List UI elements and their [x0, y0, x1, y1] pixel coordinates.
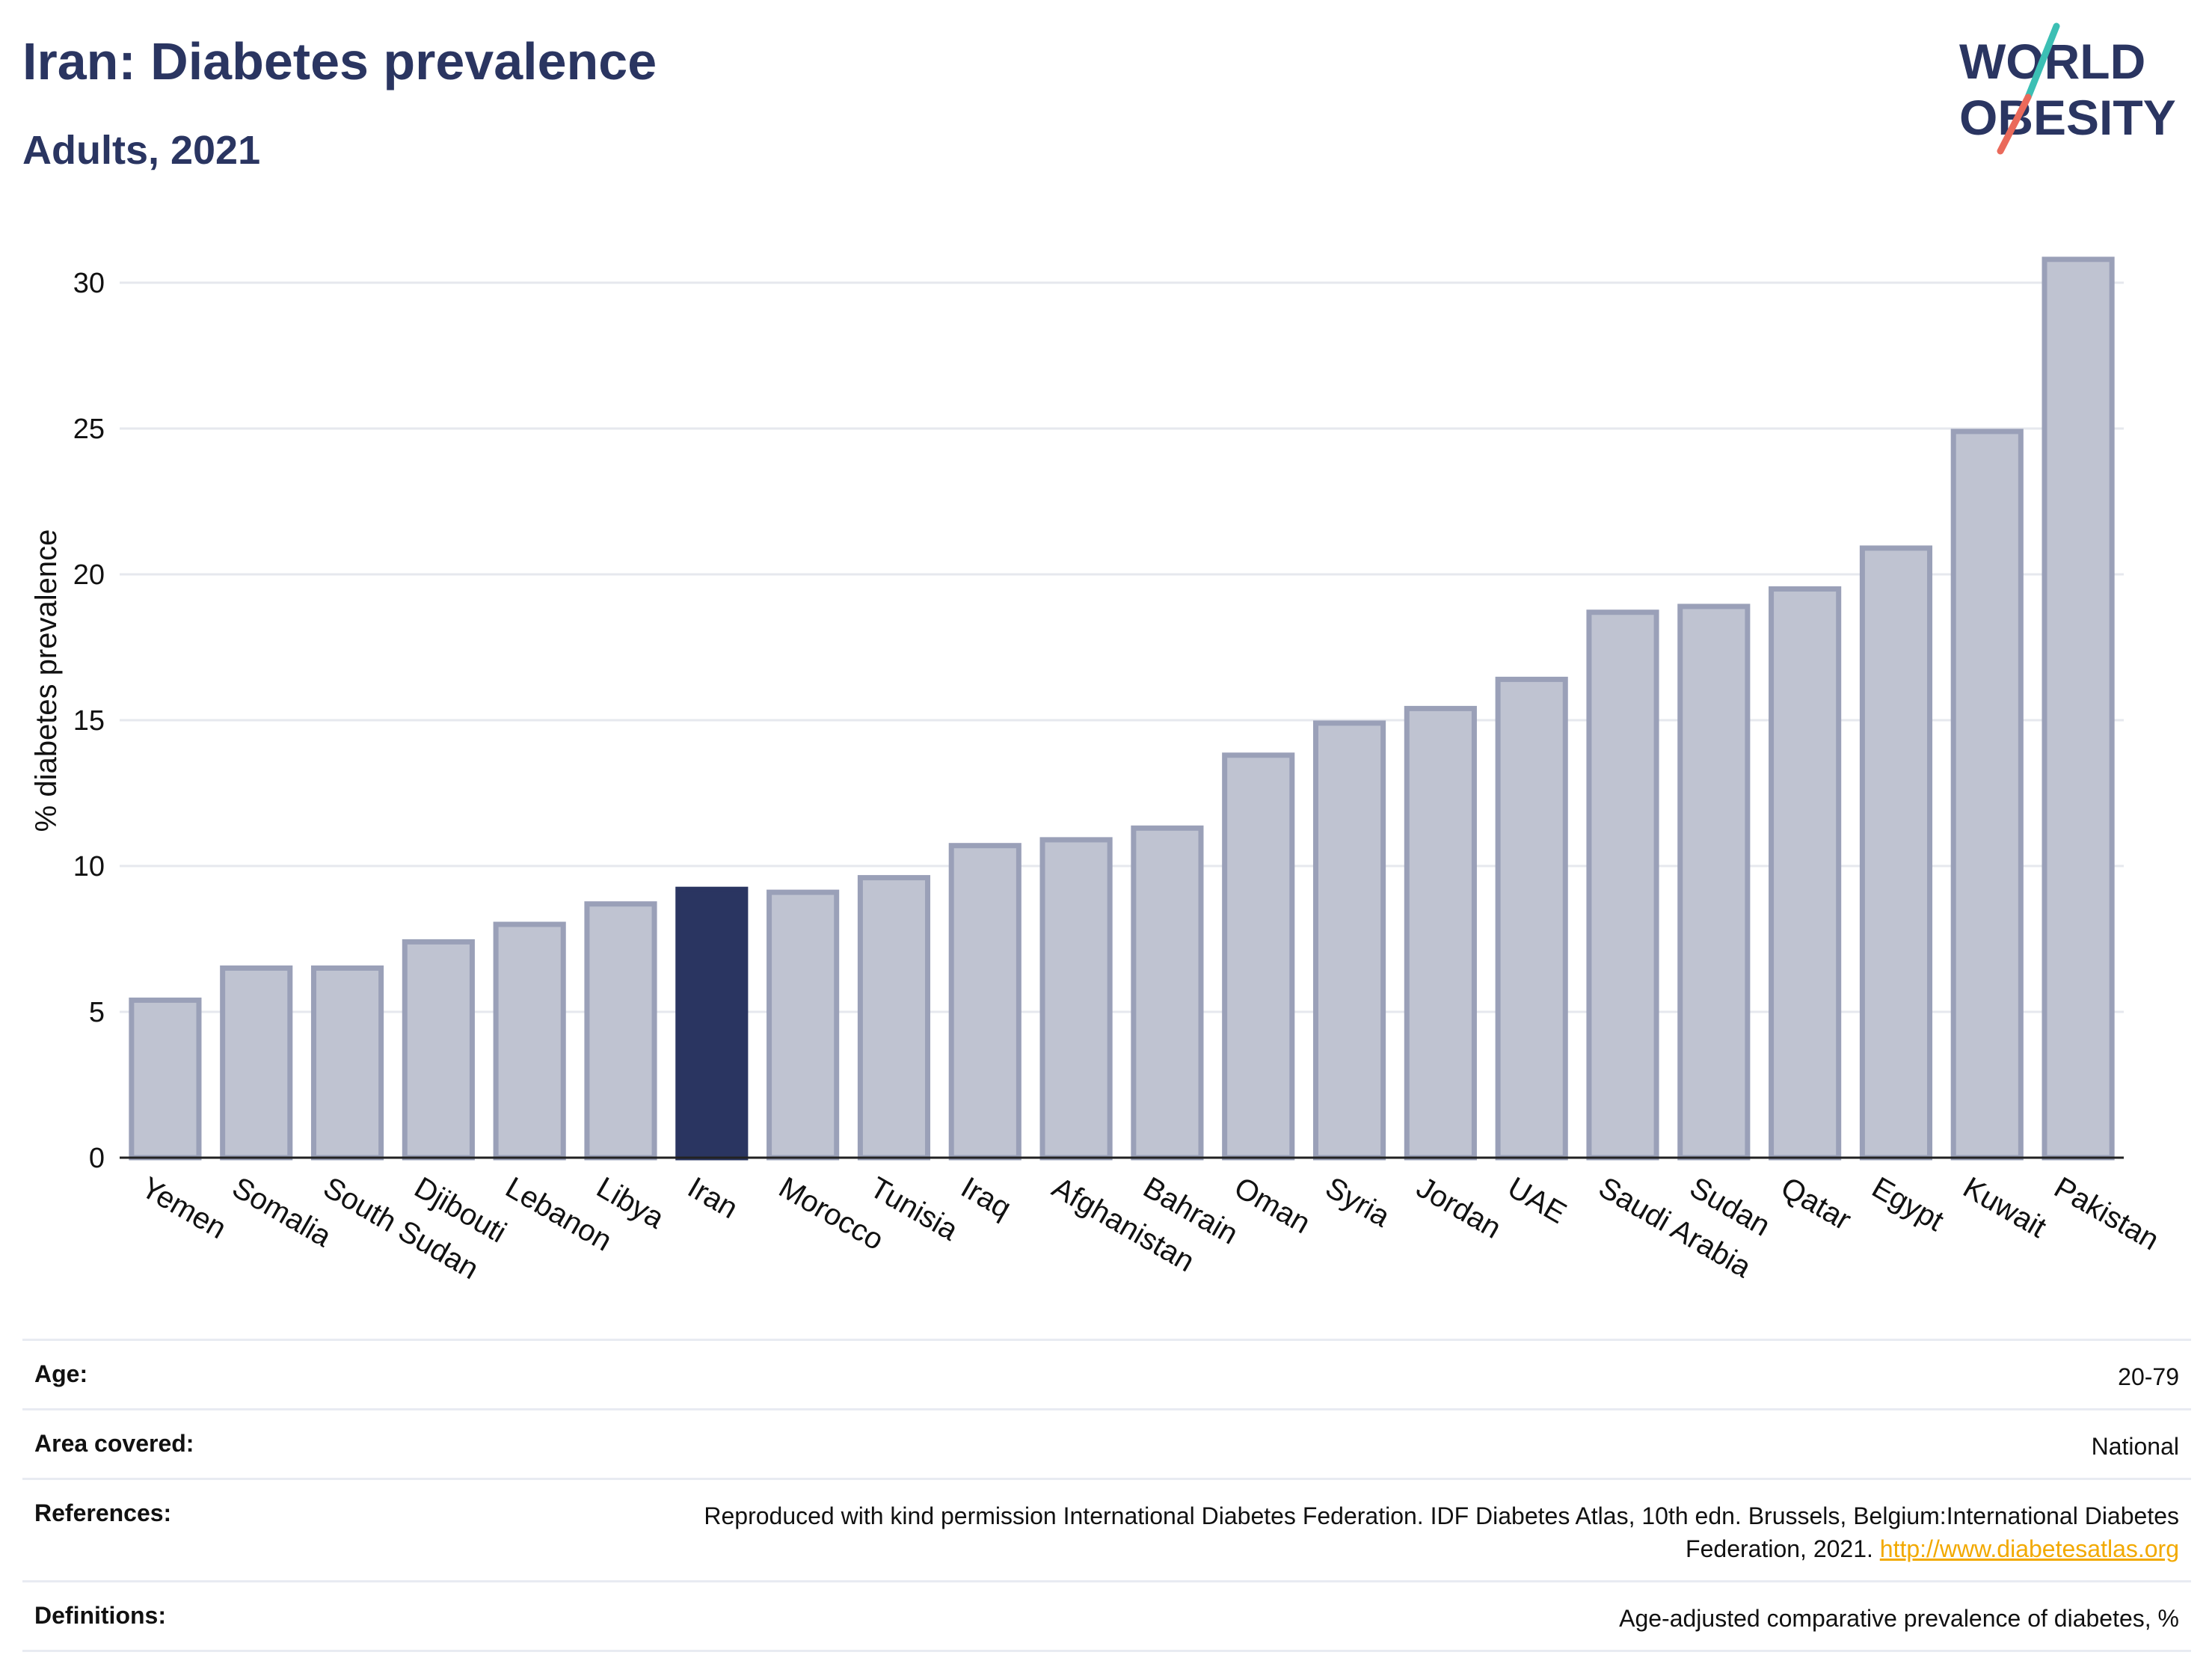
- meta-label: Area covered:: [34, 1430, 194, 1457]
- meta-value-text: National: [2091, 1433, 2179, 1460]
- logo-line2: OBESITY: [1959, 90, 2176, 145]
- meta-value-text: Reproduced with kind permission Internat…: [704, 1502, 2179, 1562]
- bar-syria: [1312, 720, 1386, 1161]
- bar-qatar: [1769, 586, 1842, 1161]
- x-tick-label: Egypt: [1867, 1171, 1950, 1238]
- meta-value: Age-adjusted comparative prevalence of d…: [1619, 1602, 2179, 1635]
- bar-lebanon: [493, 921, 566, 1161]
- x-tick-label: Jordan: [1411, 1171, 1507, 1245]
- x-tick-label: Yemen: [135, 1171, 232, 1246]
- meta-row: Definitions: Age-adjusted comparative pre…: [22, 1580, 2191, 1652]
- bar-djibouti: [402, 939, 475, 1161]
- y-tick-label: 10: [73, 851, 105, 882]
- meta-value: National: [2092, 1430, 2179, 1463]
- y-tick-label: 20: [73, 559, 105, 591]
- meta-value-text: 20-79: [2118, 1363, 2179, 1390]
- reference-link[interactable]: http://www.diabetesatlas.org: [1879, 1535, 2179, 1562]
- y-tick-label: 0: [89, 1143, 105, 1174]
- x-tick-label: UAE: [1502, 1171, 1572, 1230]
- bar-pakistan: [2042, 257, 2115, 1161]
- x-tick-label: Kuwait: [1958, 1171, 2052, 1244]
- y-tick-label: 15: [73, 705, 105, 737]
- meta-value: Reproduced with kind permission Internat…: [609, 1499, 2179, 1565]
- meta-row: Area covered: National: [22, 1408, 2191, 1478]
- x-tick-label: South Sudan: [318, 1171, 484, 1286]
- x-tick-label: Morocco: [773, 1171, 889, 1257]
- y-tick-label: 5: [89, 997, 105, 1028]
- bar-sudan: [1677, 604, 1751, 1161]
- bar-iraq: [948, 843, 1021, 1161]
- bar-uae: [1495, 676, 1568, 1161]
- logo-slash-coral: [1997, 93, 2032, 155]
- bar-iran: [675, 886, 749, 1161]
- x-tick-label: Saudi Arabia: [1593, 1171, 1757, 1285]
- logo-slash-teal: [2024, 22, 2060, 101]
- page-subtitle: Adults, 2021: [22, 128, 261, 173]
- page-title: Iran: Diabetes prevalence: [22, 32, 657, 90]
- bar-tunisia: [857, 875, 931, 1161]
- metadata-table: Age: 20-79 Area covered: National References…: [22, 1339, 2191, 1652]
- bar-south-sudan: [310, 965, 384, 1161]
- meta-row: Age: 20-79: [22, 1339, 2191, 1408]
- meta-label: Age:: [34, 1360, 88, 1387]
- x-tick-label: Oman: [1229, 1171, 1315, 1241]
- bar-egypt: [1859, 545, 1933, 1161]
- y-tick-label: 25: [73, 414, 105, 445]
- bar-layer: [129, 257, 2115, 1161]
- meta-label: Definitions:: [34, 1602, 166, 1629]
- bar-kuwait: [1950, 429, 2024, 1161]
- x-tick-label: Somalia: [227, 1171, 337, 1254]
- y-tick-label: 30: [73, 268, 105, 299]
- bar-oman: [1222, 752, 1295, 1161]
- meta-row: References: Reproduced with kind permissi…: [22, 1478, 2191, 1580]
- bar-jordan: [1404, 705, 1477, 1161]
- x-tick-label: Iraq: [956, 1171, 1017, 1226]
- bar-bahrain: [1131, 825, 1204, 1161]
- bar-morocco: [766, 889, 840, 1161]
- meta-label: References:: [34, 1499, 172, 1526]
- bar-libya: [584, 901, 657, 1161]
- meta-value-text: Age-adjusted comparative prevalence of d…: [1619, 1605, 2179, 1632]
- x-tick-label: Syria: [1320, 1171, 1396, 1234]
- bar-afghanistan: [1039, 837, 1113, 1161]
- meta-value: 20-79: [2118, 1360, 2179, 1393]
- bar-somalia: [220, 965, 293, 1161]
- x-tick-label: Pakistan: [2049, 1171, 2165, 1257]
- bar-yemen: [129, 997, 202, 1161]
- x-tick-label: Qatar: [1775, 1171, 1857, 1237]
- bar-saudi-arabia: [1586, 610, 1659, 1161]
- x-tick-label: Iran: [682, 1171, 743, 1226]
- world-obesity-logo: WORLD OBESITY: [1959, 22, 2176, 155]
- y-axis-label: % diabetes prevalence: [30, 529, 63, 832]
